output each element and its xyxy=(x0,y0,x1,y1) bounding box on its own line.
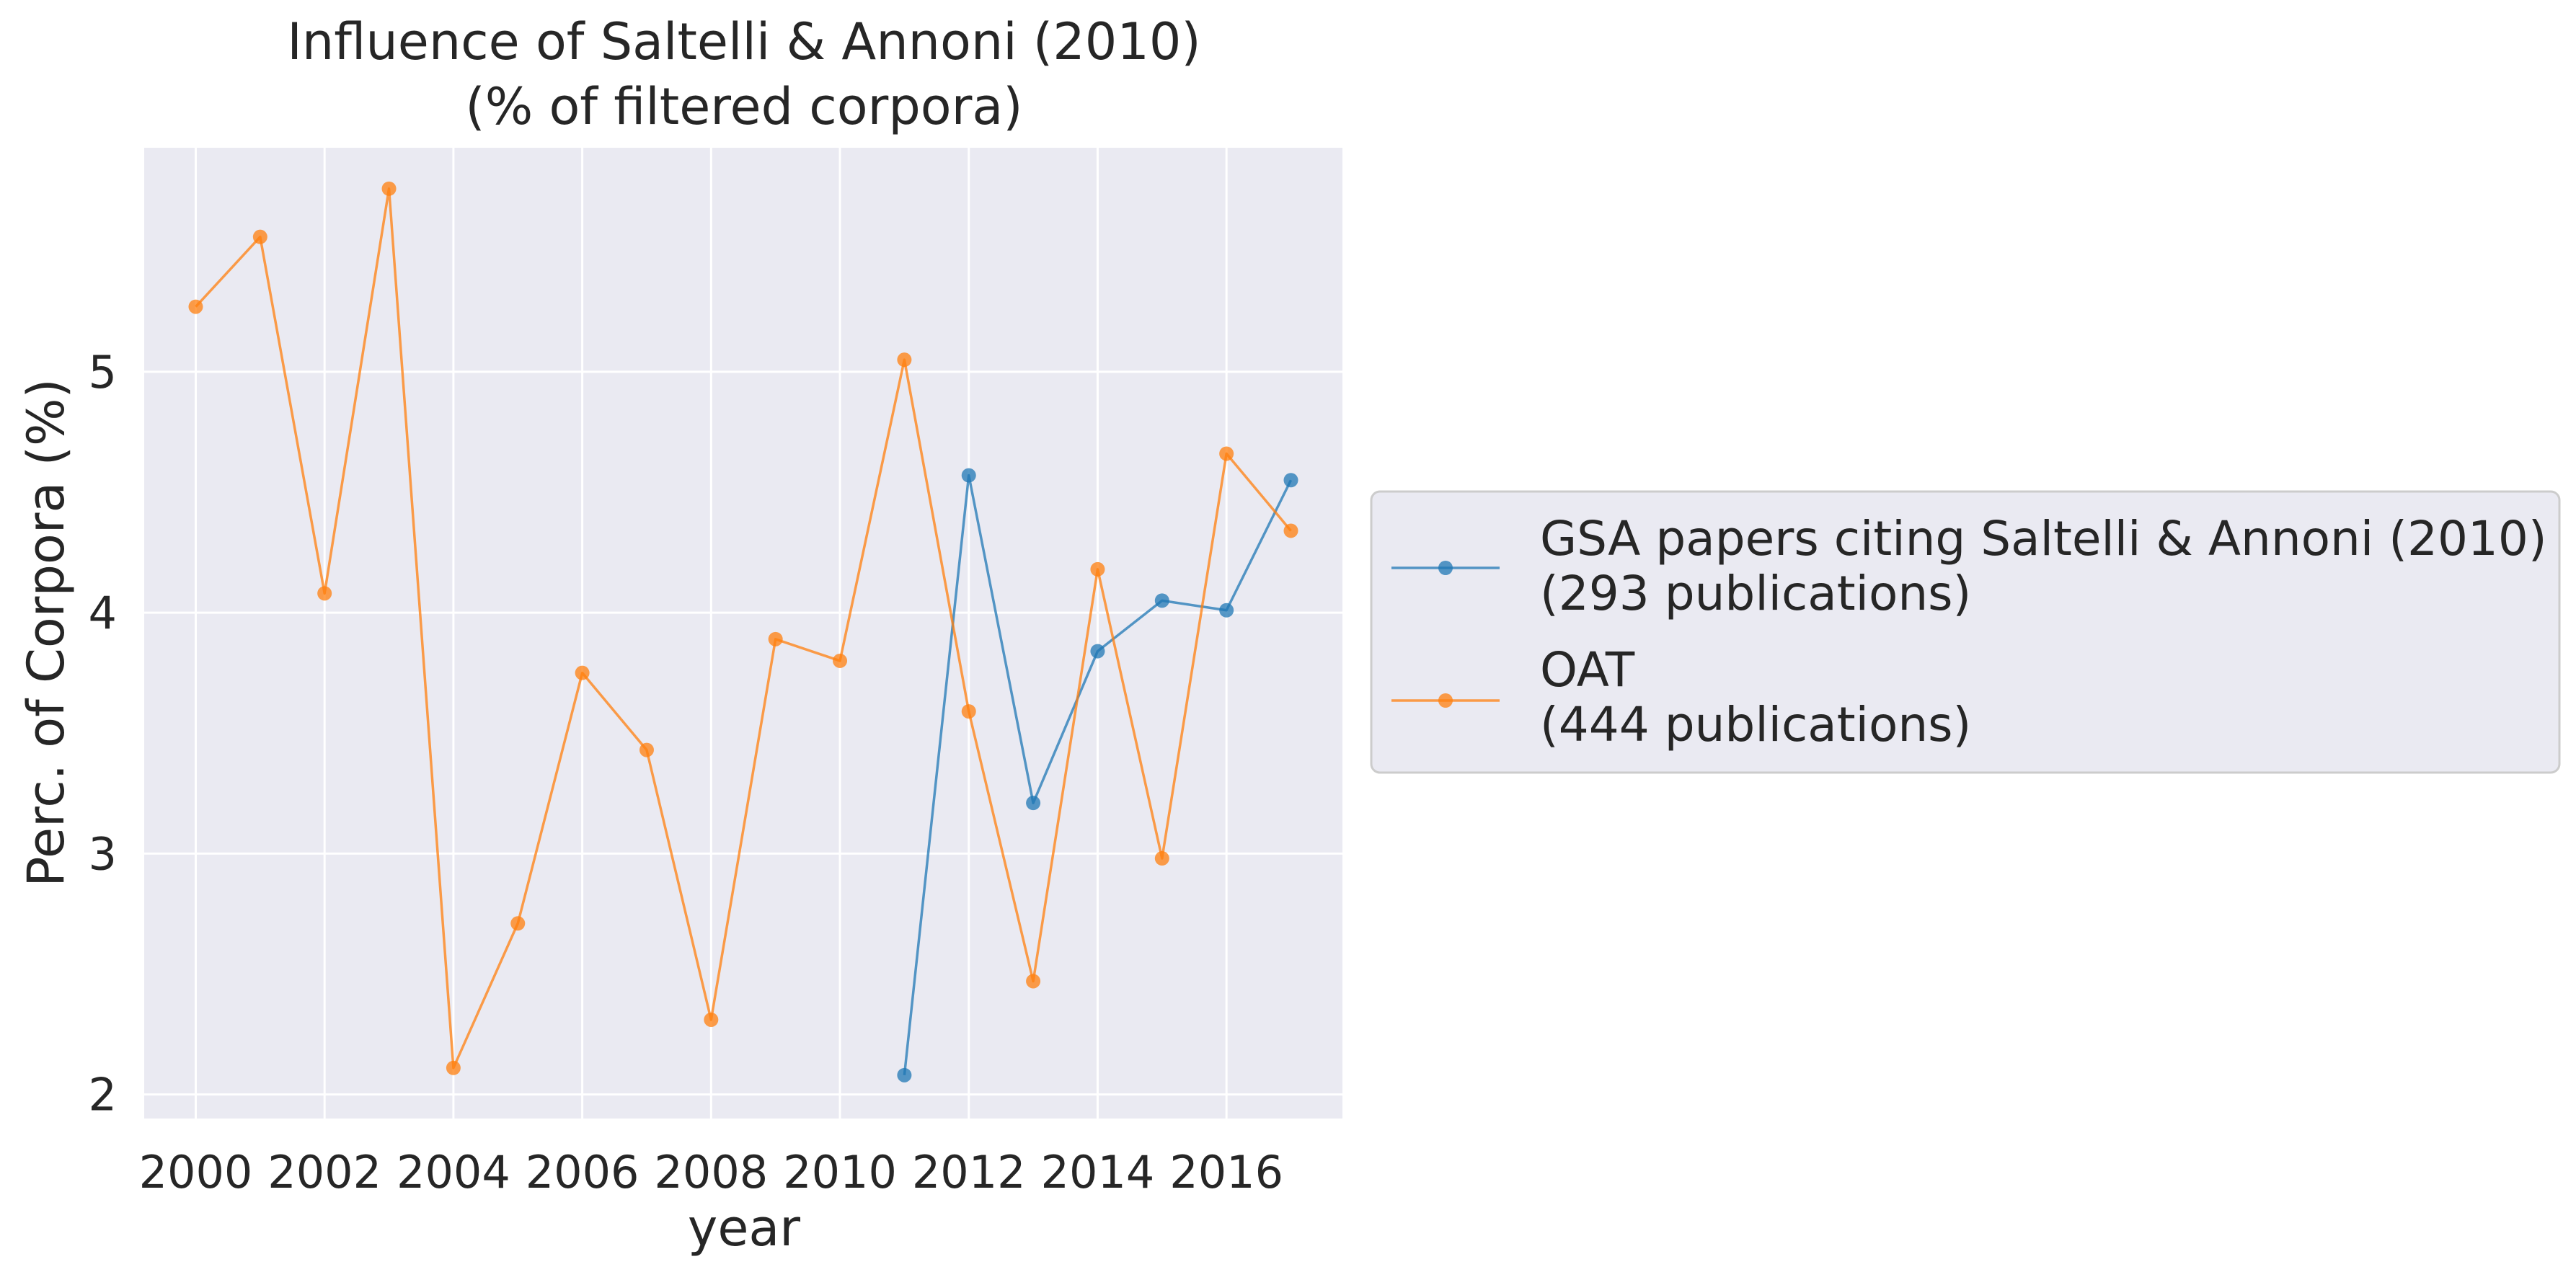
data-point-oat xyxy=(317,586,332,601)
data-point-oat xyxy=(1154,851,1169,866)
data-point-gsa xyxy=(1090,644,1105,659)
data-point-oat xyxy=(252,229,267,244)
axis-ticks: 2000 2002 2004 2006 2008 2010 2012 2014 2016 2 3 4 5 xyxy=(89,346,1284,1199)
x-axis-label: year xyxy=(688,1199,800,1258)
x-tick-label: 2002 xyxy=(267,1146,381,1199)
y-tick-label: 5 xyxy=(89,346,117,399)
series-oat xyxy=(188,181,1298,1075)
legend: GSA papers citing Saltelli & Annoni (201… xyxy=(1370,490,2561,774)
data-point-oat xyxy=(639,742,654,757)
legend-label-gsa-line-1: GSA papers citing Saltelli & Annoni (201… xyxy=(1540,511,2547,566)
y-axis-label: Perc. of Corpora (%) xyxy=(17,378,76,887)
chart-title-line-2: (% of filtered corpora) xyxy=(465,77,1022,136)
data-point-oat xyxy=(1283,523,1298,538)
data-point-gsa xyxy=(1283,473,1298,488)
series-layer xyxy=(188,181,1298,1082)
y-tick-label: 2 xyxy=(89,1069,117,1121)
legend-label-gsa-line-2: (293 publications) xyxy=(1540,566,1971,621)
data-point-gsa xyxy=(1219,603,1234,618)
data-point-gsa xyxy=(1154,593,1169,608)
data-point-oat xyxy=(510,916,526,931)
data-point-oat xyxy=(833,653,848,668)
x-tick-label: 2016 xyxy=(1169,1146,1283,1199)
x-tick-label: 2006 xyxy=(526,1146,639,1199)
series-line-oat xyxy=(195,187,1292,1070)
data-point-oat xyxy=(188,299,203,314)
legend-marker-gsa xyxy=(1438,561,1453,575)
legend-box xyxy=(1370,490,2561,774)
y-tick-label: 4 xyxy=(89,587,117,639)
data-point-oat xyxy=(897,352,912,368)
x-tick-label: 2004 xyxy=(397,1146,510,1199)
data-point-oat xyxy=(1026,974,1041,989)
x-tick-label: 2000 xyxy=(139,1146,253,1199)
x-tick-label: 2014 xyxy=(1041,1146,1155,1199)
x-tick-label: 2012 xyxy=(912,1146,1026,1199)
chart-title-line-1: Influence of Saltelli & Annoni (2010) xyxy=(287,12,1200,71)
data-point-oat xyxy=(704,1012,719,1027)
grid-lines xyxy=(144,148,1342,1119)
data-point-oat xyxy=(1219,446,1234,461)
data-point-gsa xyxy=(1026,796,1041,811)
data-point-oat xyxy=(768,631,783,646)
x-tick-label: 2010 xyxy=(783,1146,897,1199)
y-tick-label: 3 xyxy=(89,827,117,880)
data-point-gsa xyxy=(961,468,976,483)
data-point-gsa xyxy=(897,1067,912,1082)
data-point-oat xyxy=(961,704,976,719)
legend-label-oat-line-2: (444 publications) xyxy=(1540,697,1971,752)
series-gsa xyxy=(897,468,1298,1082)
plot-area xyxy=(144,148,1342,1119)
data-point-oat xyxy=(446,1060,461,1075)
legend-label-oat-line-1: OAT xyxy=(1540,642,1635,698)
x-tick-label: 2008 xyxy=(654,1146,768,1199)
data-point-oat xyxy=(381,181,397,196)
data-point-oat xyxy=(1090,561,1105,577)
legend-marker-oat xyxy=(1438,693,1453,708)
data-point-oat xyxy=(575,665,590,680)
